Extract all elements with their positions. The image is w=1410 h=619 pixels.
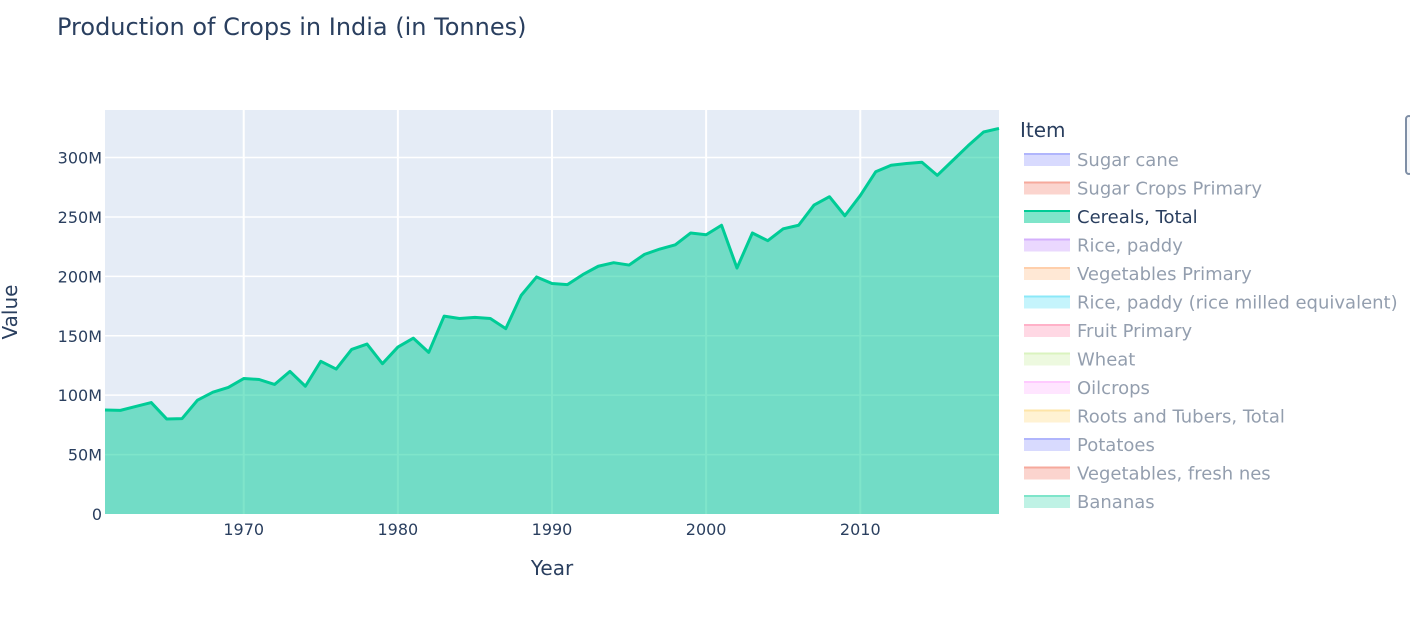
y-tick-label: 250M xyxy=(58,208,102,227)
legend-label: Rice, paddy xyxy=(1077,236,1183,257)
legend-item[interactable]: Potatoes xyxy=(1024,435,1155,456)
legend-scrollbar[interactable] xyxy=(1405,115,1410,175)
legend-title: Item xyxy=(1020,118,1066,142)
y-tick-label: 200M xyxy=(58,267,102,286)
legend-swatch-fill xyxy=(1024,268,1070,280)
legend-item[interactable]: Rice, paddy xyxy=(1024,236,1183,257)
x-tick-label: 1980 xyxy=(378,520,419,539)
legend-swatch-fill xyxy=(1024,296,1070,309)
legend-label: Vegetables, fresh nes xyxy=(1077,464,1271,485)
legend-item[interactable]: Sugar cane xyxy=(1024,150,1179,171)
legend-swatch-fill xyxy=(1024,239,1070,252)
legend-item[interactable]: Wheat xyxy=(1024,350,1135,371)
y-axis-label: Value xyxy=(0,285,22,340)
legend-swatch-fill xyxy=(1024,154,1070,166)
legend-item[interactable]: Bananas xyxy=(1024,492,1155,513)
area-fill-cereals-total xyxy=(105,128,999,515)
legend-swatch-fill xyxy=(1024,496,1070,508)
x-tick-label: 2010 xyxy=(840,520,881,539)
x-axis-label: Year xyxy=(530,556,574,580)
legend-item[interactable]: Vegetables Primary xyxy=(1024,264,1252,285)
area-layer xyxy=(104,126,1000,515)
legend-item[interactable]: Vegetables, fresh nes xyxy=(1024,464,1271,485)
y-axis: 0 50M 100M 150M 200M 250M 300M xyxy=(58,149,102,524)
legend-item[interactable]: Sugar Crops Primary xyxy=(1024,179,1262,200)
legend-label: Fruit Primary xyxy=(1077,321,1193,342)
legend-label: Sugar Crops Primary xyxy=(1077,179,1262,200)
legend-label: Oilcrops xyxy=(1077,378,1150,399)
legend-label: Cereals, Total xyxy=(1077,207,1198,228)
legend-swatch-fill xyxy=(1024,410,1070,423)
legend-item[interactable]: Rice, paddy (rice milled equivalent) xyxy=(1024,293,1398,314)
y-tick-label: 100M xyxy=(58,386,102,405)
legend-item[interactable]: Fruit Primary xyxy=(1024,321,1193,342)
legend-label: Potatoes xyxy=(1077,435,1155,456)
series-line-cereals-total xyxy=(104,126,1000,421)
legend-label: Roots and Tubers, Total xyxy=(1077,407,1285,428)
legend-item[interactable]: Cereals, Total xyxy=(1024,207,1198,228)
legend-swatch-fill xyxy=(1024,439,1070,451)
x-tick-label: 2000 xyxy=(686,520,727,539)
legend-swatch-fill xyxy=(1024,382,1070,394)
legend-swatch-fill xyxy=(1024,325,1070,337)
y-tick-label: 150M xyxy=(58,327,102,346)
legend-swatch-fill xyxy=(1024,211,1070,223)
legend-item[interactable]: Roots and Tubers, Total xyxy=(1024,407,1285,428)
y-tick-label: 50M xyxy=(68,446,102,465)
legend-swatch-fill xyxy=(1024,353,1070,366)
x-axis: 1970 1980 1990 2000 2010 xyxy=(223,520,880,539)
x-tick-label: 1970 xyxy=(223,520,264,539)
legend-label: Sugar cane xyxy=(1077,150,1179,171)
legend-item[interactable]: Oilcrops xyxy=(1024,378,1150,399)
legend-label: Wheat xyxy=(1077,350,1135,371)
legend-swatch-fill xyxy=(1024,467,1070,480)
x-tick-label: 1990 xyxy=(532,520,573,539)
y-tick-label: 0 xyxy=(92,505,102,524)
chart-title: Production of Crops in India (in Tonnes) xyxy=(57,13,526,41)
legend-label: Rice, paddy (rice milled equivalent) xyxy=(1077,293,1398,314)
legend-swatch-fill xyxy=(1024,182,1070,195)
y-tick-label: 300M xyxy=(58,149,102,168)
legend-label: Bananas xyxy=(1077,492,1155,513)
legend: Item Sugar cane Sugar Crops Primary Cereal… xyxy=(1020,118,1398,513)
legend-label: Vegetables Primary xyxy=(1077,264,1252,285)
